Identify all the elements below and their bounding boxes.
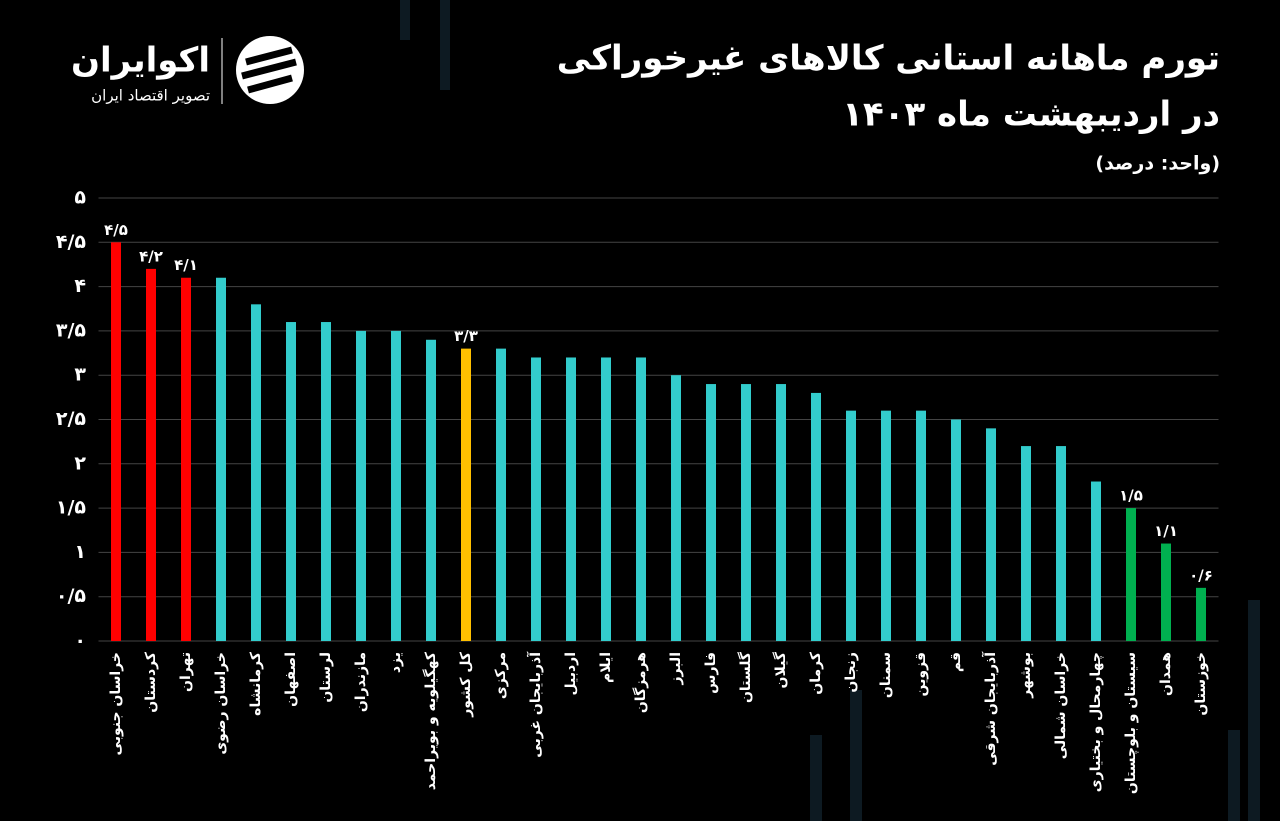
x-tick-label: کهگیلویه و بویراحمد <box>422 651 439 790</box>
x-tick-label: گیلان <box>772 651 789 688</box>
x-tick-label: بوشهر <box>1018 652 1034 699</box>
chart-subtitle: در اردیبهشت ماه ۱۴۰۳ <box>842 95 1220 135</box>
y-tick-label: ۱/۵ <box>56 497 87 519</box>
x-tick-label: مازندران <box>353 652 369 712</box>
y-tick-label: ۴/۵ <box>56 231 87 253</box>
x-tick-label: هرمزگان <box>632 652 649 713</box>
bar <box>881 410 891 641</box>
bar <box>951 419 961 641</box>
bar <box>251 304 261 641</box>
bar <box>391 330 401 641</box>
bar <box>356 330 366 641</box>
x-tick-label: فارس <box>703 652 719 694</box>
bar <box>671 375 681 641</box>
value-label: ۴/۱ <box>174 256 198 274</box>
bar <box>986 428 996 641</box>
bar <box>1091 481 1101 641</box>
x-tick-label: همدان <box>1158 652 1174 696</box>
bar <box>916 410 926 641</box>
y-tick-label: ۰/۵ <box>56 585 87 607</box>
value-label: ۱/۱ <box>1154 522 1178 540</box>
bar <box>111 242 121 642</box>
x-tick-label: کردستان <box>143 651 159 713</box>
x-tick-label: قم <box>948 652 964 672</box>
x-tick-label: البرز <box>668 652 684 686</box>
chart-title: تورم ماهانه استانی کالاهای غیرخوراکی <box>557 39 1220 79</box>
y-tick-label: ۵ <box>74 187 86 209</box>
x-tick-label: قزوین <box>913 652 929 696</box>
bar <box>1196 587 1206 641</box>
bar <box>461 348 471 641</box>
y-tick-label: ۲ <box>74 452 86 474</box>
x-tick-label: سیستان و بلوچستان <box>1123 652 1139 794</box>
bar <box>1021 446 1031 641</box>
logo-name: اکوایران <box>71 41 210 81</box>
x-tick-label: خوزستان <box>1193 652 1209 716</box>
logo-tagline: تصویر اقتصاد ایران <box>91 87 210 105</box>
y-tick-label: ۳/۵ <box>56 319 87 341</box>
bar <box>181 277 191 641</box>
value-label: ۴/۵ <box>104 221 128 239</box>
x-tick-label: آذربایجان غربی <box>526 651 544 758</box>
x-tick-label: زنجان <box>843 652 859 693</box>
bar <box>846 410 856 641</box>
y-tick-label: ۲/۵ <box>56 408 87 430</box>
bar <box>706 384 716 641</box>
bar <box>636 357 646 641</box>
value-label: ۰/۶ <box>1189 566 1213 584</box>
bar <box>1056 446 1066 641</box>
x-tick-label: خراسان جنوبی <box>108 652 124 755</box>
x-tick-label: تهران <box>178 652 194 692</box>
x-tick-label: یزد <box>388 652 404 673</box>
x-tick-label: سمنان <box>878 652 894 698</box>
bar <box>496 348 506 641</box>
bar <box>321 322 331 641</box>
x-tick-label: خراسان شمالی <box>1053 652 1069 759</box>
value-label: ۱/۵ <box>1119 487 1143 505</box>
x-tick-label: اصفهان <box>283 652 299 707</box>
x-tick-label: خراسان رضوی <box>213 652 229 755</box>
x-tick-label: اردبیل <box>563 652 579 696</box>
x-tick-label: آذربایجان شرقی <box>981 651 999 766</box>
bar <box>741 384 751 641</box>
bar <box>531 357 541 641</box>
decor <box>400 0 1260 821</box>
bar <box>146 268 156 641</box>
value-label: ۴/۲ <box>139 247 163 265</box>
x-tick-label: ایلام <box>598 652 614 683</box>
x-tick-label: مرکزی <box>493 652 509 699</box>
bar <box>216 277 226 641</box>
x-tick-label: لرستان <box>318 652 334 703</box>
bar <box>601 357 611 641</box>
value-label: ۳/۳ <box>454 327 478 345</box>
x-tick-label: کرمانشاه <box>248 651 264 716</box>
unit-note: (واحد: درصد) <box>1095 153 1220 175</box>
y-tick-label: ۴ <box>74 275 86 297</box>
bar <box>566 357 576 641</box>
bar <box>811 392 821 641</box>
y-tick-label: ۱ <box>74 541 86 563</box>
x-tick-label: کرمان <box>808 651 824 695</box>
y-tick-label: ۰ <box>74 630 86 652</box>
y-tick-label: ۳ <box>74 364 86 386</box>
x-tick-label: چهارمحال و بختیاری <box>1088 652 1104 792</box>
bar <box>1126 508 1136 641</box>
bar <box>1161 543 1171 641</box>
logo-icon-stripes <box>241 46 297 94</box>
x-tick-label: کل کشور <box>458 651 474 718</box>
logo: اکوایران تصویر اقتصاد ایران <box>71 36 304 105</box>
bar <box>286 322 296 641</box>
bar <box>776 384 786 641</box>
x-tick-label: گلستان <box>737 651 754 703</box>
bar <box>426 339 436 641</box>
